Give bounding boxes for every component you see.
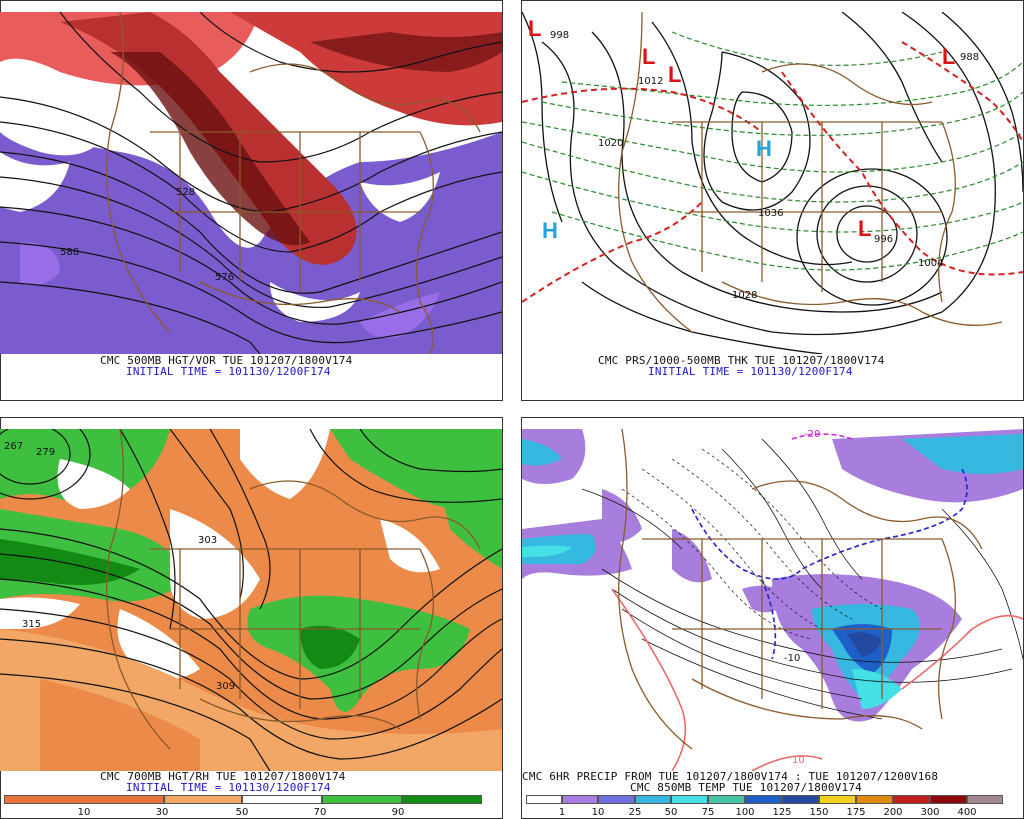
temp-contour-label: -10 xyxy=(784,653,801,664)
temp-contour-label: -20 xyxy=(804,429,821,440)
isobar-label: 1020 xyxy=(598,138,624,149)
map-precip-850temp xyxy=(522,429,1023,771)
precip-legend-swatch xyxy=(930,795,967,804)
map-500mb-vorticity xyxy=(0,12,502,354)
precip-legend-label: 100 xyxy=(735,807,755,818)
caption-500mb-line2: INITIAL TIME = 101130/1200F174 xyxy=(126,365,331,378)
caption-precip-line2: CMC 850MB TEMP TUE 101207/1800V174 xyxy=(630,781,862,794)
precip-legend: 1 10 25 50 75 100 125 150 175 200 300 40… xyxy=(526,795,1004,818)
rh-legend-swatch xyxy=(164,795,242,804)
contour-label: 267 xyxy=(4,441,24,452)
low-pressure-symbol: L xyxy=(528,16,542,41)
precip-legend-swatch xyxy=(635,795,671,804)
rh-legend-swatch xyxy=(322,795,402,804)
pressure-center-label: 988 xyxy=(960,52,980,63)
precip-legend-label: 175 xyxy=(846,807,866,818)
high-pressure-symbol: H xyxy=(542,218,558,243)
precip-legend-swatch xyxy=(708,795,745,804)
isobar-label: 1004 xyxy=(918,258,944,269)
caption-prs-thk-line1: CMC PRS/1000-500MB THK TUE 101207/1800V1… xyxy=(598,354,885,367)
rh-legend-label: 10 xyxy=(77,807,91,818)
caption-700mb-line1: CMC 700MB HGT/RH TUE 101207/1800V174 xyxy=(100,770,346,783)
precip-legend-swatch xyxy=(819,795,856,804)
precip-legend-label: 1 xyxy=(558,807,566,818)
contour-label: 528 xyxy=(176,187,196,198)
precip-legend-swatch xyxy=(856,795,893,804)
panel-700mb-map: 267 279 303 309 315 xyxy=(0,429,502,771)
rh-legend-label: 30 xyxy=(155,807,169,818)
contour-label: 315 xyxy=(22,619,42,630)
caption-500mb-line1: CMC 500MB HGT/VOR TUE 101207/1800V174 xyxy=(100,354,353,367)
precip-legend-label: 200 xyxy=(883,807,903,818)
panel-prs-thk-map: L L L L H H L 998 1012 988 996 1020 1036… xyxy=(522,12,1023,354)
precip-legend-label: 300 xyxy=(920,807,940,818)
pressure-center-label: 998 xyxy=(550,30,570,41)
precip-legend-label: 10 xyxy=(591,807,605,818)
contour-label: 576 xyxy=(215,272,235,283)
map-pressure-thickness xyxy=(522,12,1023,354)
rh-legend-swatch xyxy=(402,795,482,804)
rh-legend-label: 50 xyxy=(235,807,249,818)
rh-legend: 10 30 50 70 90 xyxy=(4,795,482,818)
map-700mb-rh xyxy=(0,429,502,771)
contour-label: 309 xyxy=(216,681,236,692)
low-pressure-symbol: L xyxy=(668,62,682,87)
rh-legend-swatch xyxy=(242,795,322,804)
precip-legend-label: 25 xyxy=(628,807,642,818)
rh-legend-swatch xyxy=(4,795,164,804)
panel-precip-map: -20 -10 10 xyxy=(522,429,1023,771)
precip-legend-swatch xyxy=(562,795,598,804)
pressure-center-label: 996 xyxy=(874,234,894,245)
low-pressure-symbol: L xyxy=(942,44,956,69)
contour-label: 303 xyxy=(198,535,218,546)
precip-legend-swatch xyxy=(967,795,1003,804)
rh-legend-label: 90 xyxy=(391,807,405,818)
isobar-label: 1028 xyxy=(732,290,758,301)
precip-legend-swatch xyxy=(671,795,708,804)
caption-prs-thk-line2: INITIAL TIME = 101130/1200F174 xyxy=(648,365,853,378)
precip-legend-label: 150 xyxy=(809,807,829,818)
precip-legend-swatch xyxy=(782,795,819,804)
low-pressure-symbol: L xyxy=(642,44,656,69)
caption-700mb-line2: INITIAL TIME = 101130/1200F174 xyxy=(126,781,331,794)
precip-legend-swatch xyxy=(745,795,782,804)
temp-contour-label: 10 xyxy=(792,755,805,766)
precip-legend-swatch xyxy=(526,795,562,804)
high-pressure-symbol: H xyxy=(756,136,772,161)
rh-legend-label: 70 xyxy=(313,807,327,818)
precip-legend-label: 75 xyxy=(701,807,715,818)
contour-label: 588 xyxy=(60,247,80,258)
isobar-label: 1036 xyxy=(758,208,784,219)
precip-legend-swatch xyxy=(893,795,930,804)
precip-legend-label: 125 xyxy=(772,807,792,818)
pressure-center-label: 1012 xyxy=(638,76,664,87)
panel-500mb-map: 576 588 528 xyxy=(0,12,502,354)
low-pressure-symbol: L xyxy=(858,216,872,241)
precip-legend-swatch xyxy=(598,795,635,804)
precip-legend-label: 50 xyxy=(664,807,678,818)
precip-legend-label: 400 xyxy=(957,807,977,818)
contour-label: 279 xyxy=(36,447,56,458)
caption-precip-line1: CMC 6HR PRECIP FROM TUE 101207/1800V174 … xyxy=(522,771,939,783)
